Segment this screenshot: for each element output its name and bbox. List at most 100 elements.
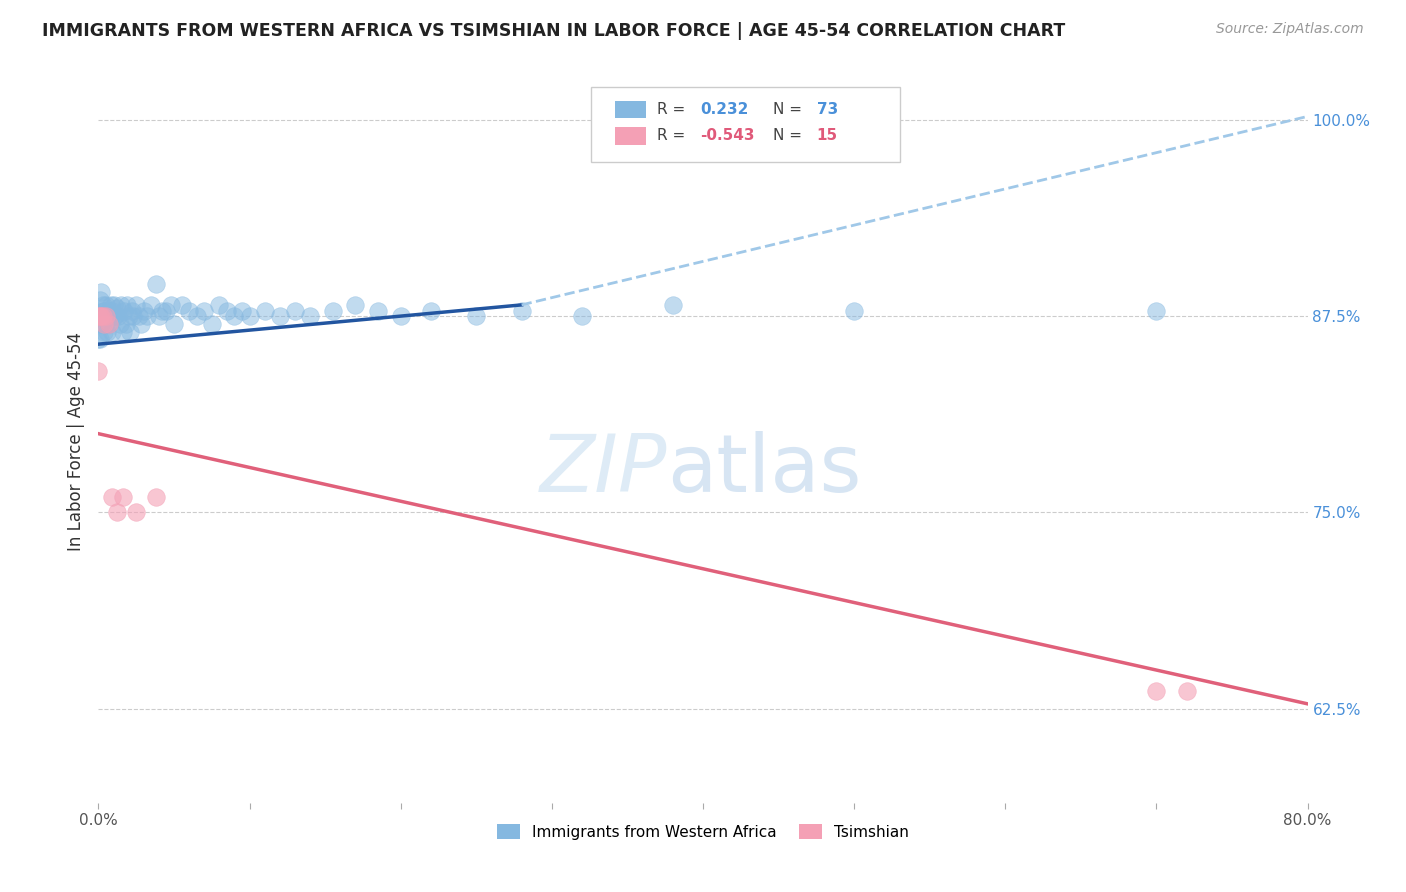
FancyBboxPatch shape [614,101,647,118]
Point [96,309,118,323]
Point [148,309,170,323]
Point [110,298,132,312]
Point [87,364,110,378]
Text: IMMIGRANTS FROM WESTERN AFRICA VS TSIMSHIAN IN LABOR FORCE | AGE 45-54 CORRELATI: IMMIGRANTS FROM WESTERN AFRICA VS TSIMSH… [42,22,1066,40]
Point [170,298,193,312]
Point [87,309,110,323]
Point [103,309,125,323]
Point [94,317,117,331]
Point [101,325,124,339]
Text: -0.543: -0.543 [700,128,755,144]
Text: 15: 15 [817,128,838,144]
Text: N =: N = [773,128,803,144]
Point [201,317,224,331]
Point [114,317,136,331]
Legend: Immigrants from Western Africa, Tsimshian: Immigrants from Western Africa, Tsimshia… [491,818,915,846]
Point [98,304,121,318]
Point [89,309,111,323]
Text: 73: 73 [817,102,838,117]
Point [121,304,143,318]
Point [135,309,157,323]
Point [93,317,115,331]
Point [269,309,291,323]
Point [100,298,122,312]
Point [344,298,367,312]
Y-axis label: In Labor Force | Age 45-54: In Labor Force | Age 45-54 [66,332,84,551]
Point [90,309,112,323]
Point [105,301,128,315]
Point [465,309,488,323]
Point [179,304,201,318]
Point [93,325,115,339]
Point [420,304,443,318]
Point [160,298,183,312]
Point [90,285,112,300]
Point [1144,684,1167,698]
Point [284,304,307,318]
FancyBboxPatch shape [591,87,900,162]
Point [105,505,128,519]
Text: R =: R = [657,128,685,144]
Text: R =: R = [657,102,685,117]
Point [389,309,412,323]
Point [125,505,148,519]
Point [89,293,111,308]
Point [91,309,114,323]
Text: 0.232: 0.232 [700,102,749,117]
Point [125,298,148,312]
Point [844,304,866,318]
Point [193,304,215,318]
Point [129,317,152,331]
Point [367,304,389,318]
Point [98,317,121,331]
Text: Source: ZipAtlas.com: Source: ZipAtlas.com [1216,22,1364,37]
Point [94,309,117,323]
Point [186,309,208,323]
Point [231,304,253,318]
Point [94,298,117,312]
Point [163,317,186,331]
Point [239,309,262,323]
Point [100,309,122,323]
Point [132,304,155,318]
Point [103,298,125,312]
Point [122,309,145,323]
Point [1175,684,1198,698]
Point [299,309,322,323]
Point [115,298,138,312]
Point [96,325,118,339]
Point [111,325,134,339]
Point [89,333,111,347]
Point [141,298,163,312]
Point [208,298,231,312]
Point [111,490,134,504]
Point [128,309,150,323]
Point [98,317,121,331]
Point [101,304,124,318]
Point [1144,304,1167,318]
Point [145,490,167,504]
Point [510,304,533,318]
Point [91,298,114,312]
Point [571,309,593,323]
Point [104,309,127,323]
Text: ZIP: ZIP [540,432,666,509]
Point [150,304,173,318]
Point [155,304,177,318]
Text: N =: N = [773,102,803,117]
Point [90,317,112,331]
Point [112,304,135,318]
Point [107,309,129,323]
Point [118,309,141,323]
Point [215,304,238,318]
Text: atlas: atlas [666,432,860,509]
Point [87,309,110,323]
Point [661,298,683,312]
Point [120,325,142,339]
Point [87,333,110,347]
Point [145,277,167,292]
Point [93,304,115,318]
Point [322,304,344,318]
Point [224,309,246,323]
FancyBboxPatch shape [614,128,647,145]
